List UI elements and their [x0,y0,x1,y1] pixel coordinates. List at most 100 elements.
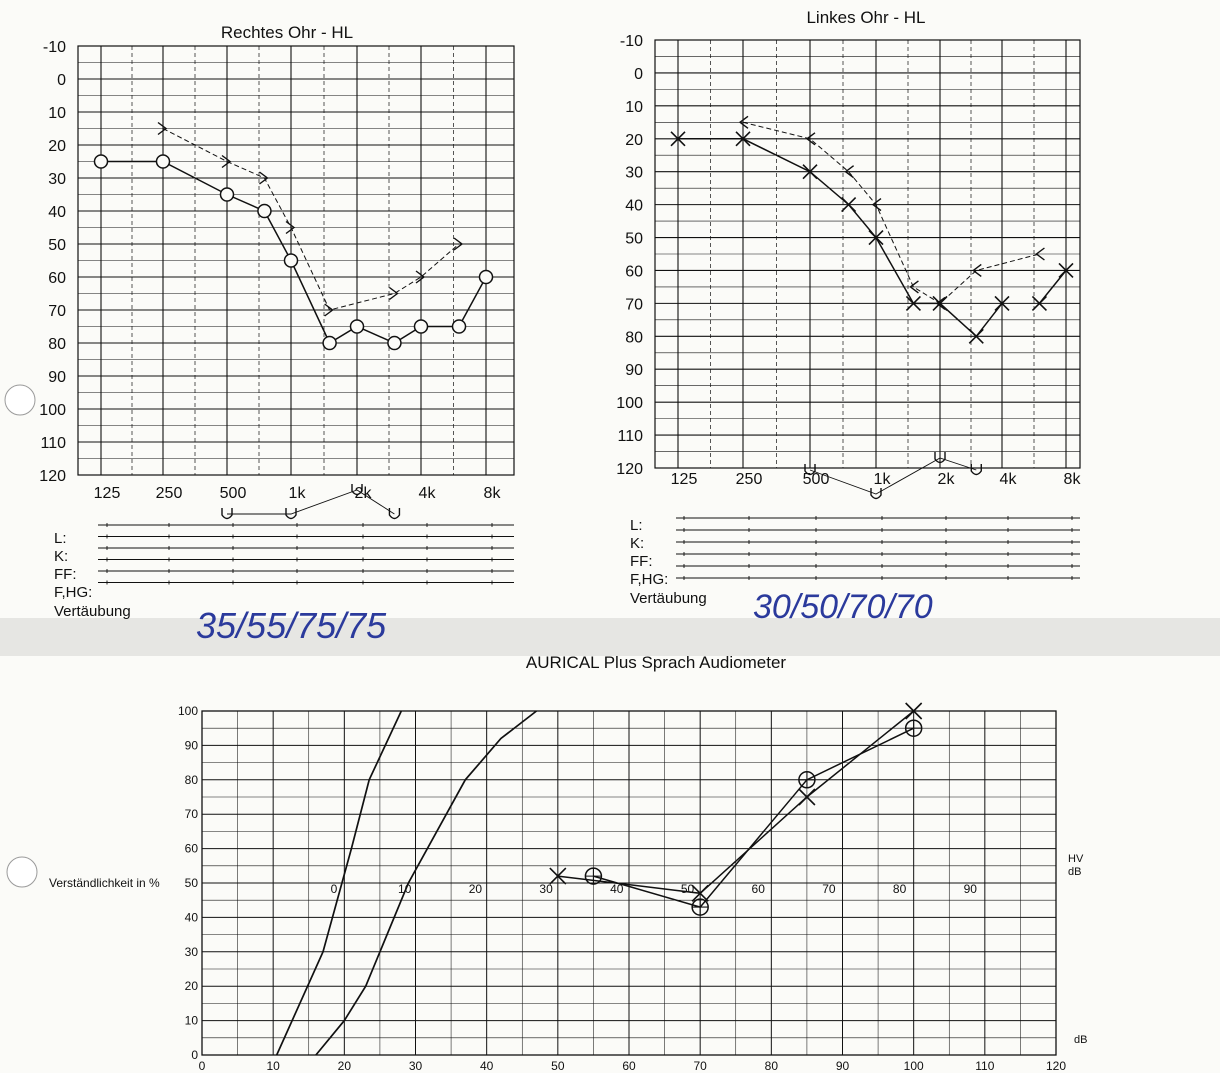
y-tick-label: 40 [48,204,66,221]
right-ear-grid [77,45,515,476]
speech-point-cross [905,702,923,720]
punch-hole-upper [4,384,36,416]
speech-chart-title: AURICAL Plus Sprach Audiometer [526,653,786,672]
y-tick-label: 10 [185,1014,199,1028]
hv-tick-label: 60 [752,882,766,896]
data-point-circle [413,319,429,334]
hv-tick-label: 80 [893,882,907,896]
y-tick-label: 100 [39,402,66,419]
data-point-circle [93,154,109,169]
y-tick-label: 50 [48,237,66,254]
left-ear-series [670,115,1074,344]
data-point-bone-conduction [871,198,882,212]
right-ear-y-tick-labels: -10 0 10 20 30 40 50 60 70 80 90 100 110 120 [39,39,66,485]
data-point-cross [868,229,884,246]
x-tick-label: 10 [266,1059,280,1073]
y-tick-label: 120 [616,461,643,478]
speech-series-line [593,727,915,908]
hv-tick-label: 10 [398,882,412,896]
reference-curve [315,710,538,1056]
data-point-bone-conduction [285,220,296,235]
y-tick-label: 40 [625,198,643,215]
y-tick-label: 60 [48,270,66,287]
speech-hv-tick-labels: 0 10 20 30 40 50 60 70 80 90 [331,882,978,896]
right-row-label-l: L: [54,530,67,547]
x-tick-label: 8k [484,485,502,502]
series-line [162,128,460,311]
y-tick-label: 80 [185,773,199,787]
data-point-circle [257,203,272,219]
right-row-label-fhg: F,HG: [54,584,92,601]
hv-tick-label: 50 [681,882,695,896]
data-point-bone-conduction [157,121,168,136]
hv-tick-label: 40 [610,882,624,896]
speech-point-cross [691,884,709,902]
speech-point-cross [549,867,567,885]
y-tick-label: 90 [48,369,66,386]
data-point-cross [968,328,984,344]
x-tick-label: 4k [419,485,437,502]
y-tick-label: 60 [185,842,199,856]
y-tick-label: -10 [43,39,66,56]
speech-point-circle-cross [905,720,922,737]
speech-grid [201,710,1057,1056]
data-point-bone-conduction [909,280,919,294]
y-tick-label: 0 [634,66,643,83]
x-tick-label: 90 [836,1059,850,1073]
right-ear-audiogram: Rechtes Ohr - HL -10 0 10 20 30 40 50 60 70 80 90 1… [39,23,515,646]
y-tick-label: 90 [185,738,199,752]
data-point-circle [283,253,299,268]
y-tick-label: 90 [625,362,643,379]
left-ear-title: Linkes Ohr - HL [806,8,925,27]
x-tick-label: 70 [693,1059,707,1073]
right-ear-below-axis-symbols [221,484,401,520]
hv-tick-label: 30 [539,882,553,896]
uncomfortable-level-symbol [870,488,882,500]
data-point-cross [1058,262,1074,279]
data-point-bone-conduction [221,154,232,169]
x-tick-label: 20 [338,1059,352,1073]
data-point-bone-conduction [1035,247,1045,261]
data-point-bone-conduction [738,115,749,129]
x-tick-label: 4k [1000,471,1018,488]
x-tick-label: 1k [874,471,892,488]
fold-band [0,618,1220,656]
y-tick-label: 50 [185,876,199,890]
y-tick-label: 40 [185,910,199,924]
left-handwritten-note: 30/50/70/70 [753,588,933,626]
uncomfortable-level-symbol [970,464,982,476]
x-tick-label: 2k [938,471,956,488]
y-tick-label: 30 [185,945,199,959]
x-tick-label: 500 [803,471,830,488]
y-tick-label: 30 [625,165,643,182]
right-row-label-k: K: [54,548,68,565]
speech-audiometry-chart: AURICAL Plus Sprach Audiometer 0 10 20 30 40… [49,653,1087,1073]
right-handwritten-note: 35/55/75/75 [196,605,387,646]
left-row-label-fhg: F,HG: [630,571,668,588]
y-tick-label: 30 [48,171,66,188]
right-ear-series [93,121,494,351]
hv-label-line: HV [1068,853,1084,865]
x-tick-label: 500 [220,485,247,502]
left-ear-below-axis-symbols [804,452,982,500]
y-tick-label: 80 [625,329,643,346]
right-masking-label: Vertäubung [54,603,131,620]
left-row-label-k: K: [630,535,644,552]
y-tick-label: 70 [48,303,66,320]
y-tick-label: 20 [48,138,66,155]
y-tick-label: 70 [625,296,643,313]
right-row-label-ff: FF: [54,566,77,583]
left-masking-label: Vertäubung [630,590,707,607]
reference-curve [275,710,403,1056]
data-point-bone-conduction [453,237,464,251]
data-point-circle [478,269,494,285]
y-tick-label: 100 [178,704,198,718]
right-ear-x-tick-labels: 125 250 500 1k 2k 4k 8k [94,485,502,502]
x-tick-label: 30 [409,1059,423,1073]
hv-tick-label: 90 [964,882,978,896]
hv-tick-label: 70 [822,882,836,896]
right-ear-title: Rechtes Ohr - HL [221,23,353,42]
data-point-cross [802,164,818,180]
speech-point-circle-cross [585,868,602,885]
